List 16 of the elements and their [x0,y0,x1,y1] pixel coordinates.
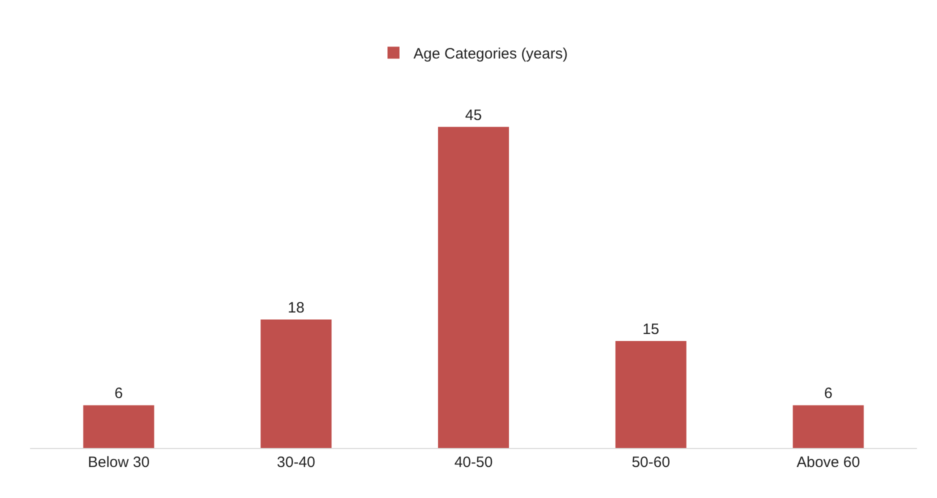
data-label: 15 [642,320,660,338]
bar [792,405,864,448]
legend-label: Age Categories (years) [414,46,568,63]
bar [615,340,686,448]
x-tick-label: 50-60 [632,454,670,471]
data-label: 18 [288,300,304,317]
x-tick-label: 30-40 [276,454,316,471]
bar [438,126,509,448]
data-label: 6 [114,385,123,402]
x-tick-label: Below 30 [88,454,150,471]
bar [83,405,154,448]
data-label: 6 [824,385,832,402]
x-tick-label: Above 60 [796,454,860,471]
bar [260,320,332,448]
x-tick-label: 40-50 [454,454,493,471]
data-label: 45 [465,106,482,124]
